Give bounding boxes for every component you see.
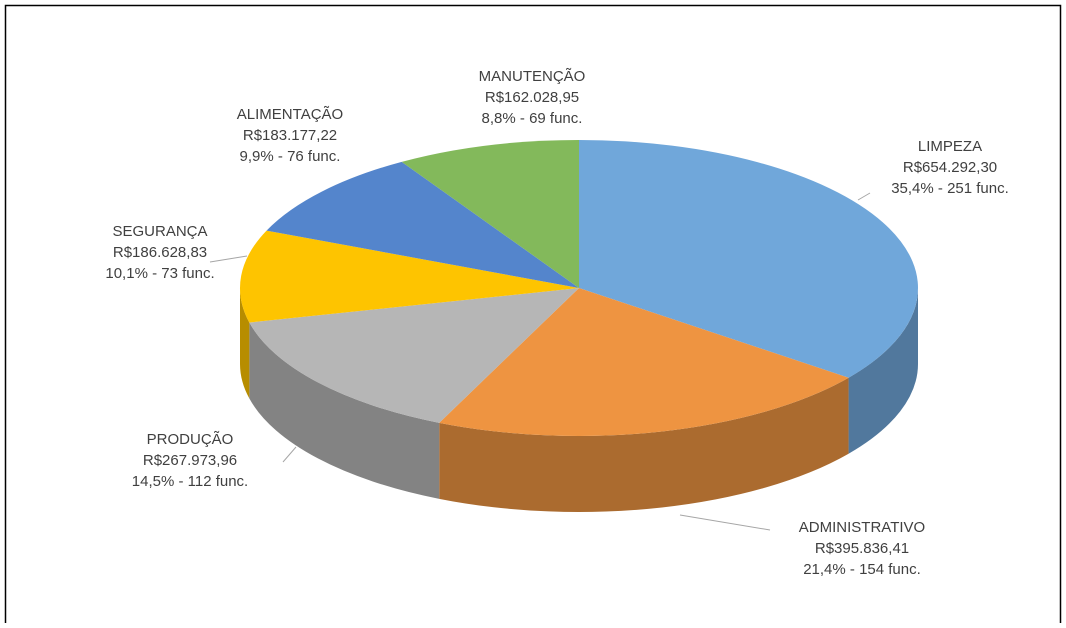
value-label: R$267.973,96	[143, 452, 237, 469]
slice-side	[249, 322, 440, 499]
category-label: ADMINISTRATIVO	[799, 519, 925, 536]
slice	[401, 140, 579, 288]
slice	[579, 140, 919, 378]
value-label: R$395.836,41	[815, 540, 909, 557]
detail-label: 35,4% - 251 func.	[891, 180, 1009, 197]
detail-label: 21,4% - 154 func.	[803, 561, 921, 578]
slice	[266, 161, 579, 288]
category-label: SEGURANÇA	[112, 223, 207, 240]
slice-side	[848, 288, 918, 454]
value-label: R$183.177,22	[243, 127, 337, 144]
category-label: LIMPEZA	[918, 138, 982, 155]
detail-label: 10,1% - 73 func.	[105, 265, 214, 282]
category-label: ALIMENTAÇÃO	[237, 106, 343, 123]
value-label: R$654.292,30	[903, 159, 997, 176]
category-label: PRODUÇÃO	[147, 431, 234, 448]
leader-line	[282, 446, 297, 463]
slice	[439, 288, 849, 436]
leader-line	[209, 255, 248, 263]
leader-line	[679, 514, 771, 531]
detail-label: 8,8% - 69 func.	[482, 110, 583, 127]
slice	[249, 288, 579, 423]
detail-label: 9,9% - 76 func.	[240, 148, 341, 165]
detail-label: 14,5% - 112 func.	[132, 473, 248, 490]
slice-side	[240, 288, 250, 399]
slice-side	[439, 377, 849, 513]
value-label: R$186.628,83	[113, 244, 207, 261]
category-label: MANUTENÇÃO	[479, 68, 586, 85]
slice	[239, 230, 579, 323]
value-label: R$162.028,95	[485, 89, 579, 106]
leader-line	[857, 192, 871, 201]
